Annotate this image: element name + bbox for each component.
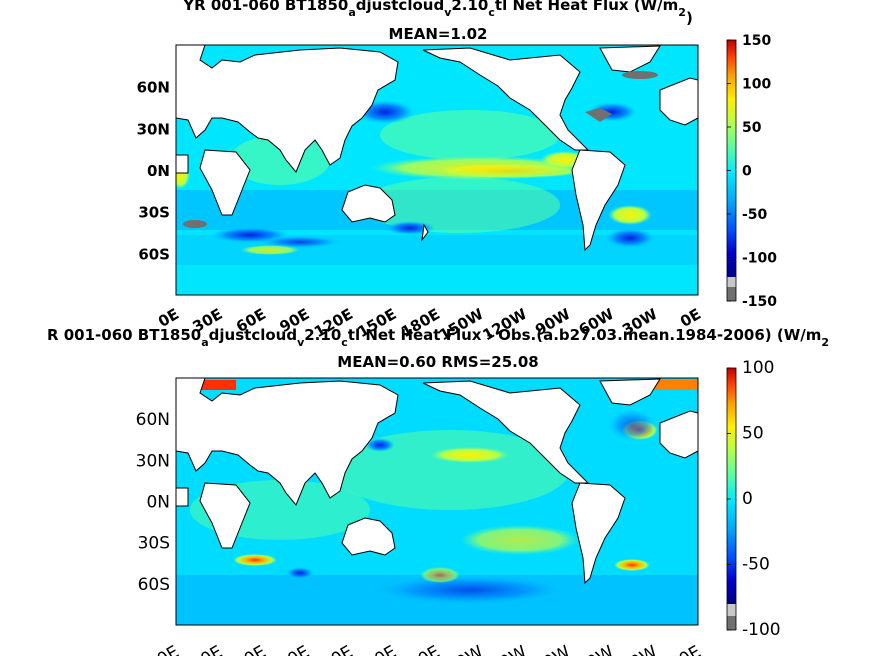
colorbar-tick-label: -50 [742,555,770,575]
title-part: 2.10 [451,0,488,14]
title-part: v [297,336,305,349]
panel-1-title: YR 001-060 BT1850adjustcloudv2.10ctl Net… [182,0,693,27]
x-tick-label: 120E [309,642,356,656]
x-tick-label: 180E [396,642,443,656]
y-tick-label: 30S [138,204,170,222]
y-tick-label: 0N [147,162,170,180]
x-tick-label: 60E [231,642,269,656]
panel-2-colorbar: 100 50 0 -50 -100 [726,358,781,640]
colorbar-tick-label: 0 [742,164,752,180]
title-part: djustcloud [356,0,444,14]
title-part: ) [686,9,693,27]
x-tick-label: 90W [531,642,574,656]
colorbar-tick-label: 100 [742,358,774,378]
x-tick-label: 150E [353,642,400,656]
colorbar-tick-label: 50 [742,120,762,136]
x-tick-label: 30E [188,642,226,656]
y-tick-label: 0N [146,493,170,513]
y-tick-label: 30N [136,451,170,471]
panel-1-map [176,45,698,295]
x-tick-label: 90E [275,642,313,656]
x-tick-label: 150W [434,642,487,656]
title-part: djustcloud [209,326,297,344]
panel-2: R 001-060 BT1850adjustcloudv2.10ctl Net … [47,326,829,656]
colorbar-tick-label: -50 [742,207,768,223]
title-part: a [348,6,355,19]
y-tick-label: 30S [138,534,170,554]
x-tick-label: 30W [618,642,661,656]
colorbar-tick-label: 150 [742,33,771,49]
panel-1-subtitle: MEAN=1.02 [389,25,488,43]
panel-2-map [176,378,698,625]
x-tick-label: 0E [154,642,183,656]
panel-1-y-ticks: 60N 30N 0N 30S 60S [137,79,170,264]
y-tick-label: 60S [138,245,170,263]
y-tick-label: 60N [136,410,170,430]
title-part: c [488,6,495,19]
panel-2-subtitle: MEAN=0.60 RMS=25.08 [337,353,538,371]
colorbar-tick-label: 0 [742,489,753,509]
panel-1-colorbar: 150 100 50 0 -50 -100 -150 [726,33,777,310]
panel-2-land [176,378,698,585]
title-part: c [341,336,348,349]
x-tick-label: 120W [478,642,531,656]
y-tick-label: 60N [137,79,170,97]
title-part: 2 [678,6,686,19]
colorbar-tick-label: 50 [742,424,764,444]
panel-1-land [176,45,698,252]
title-part: tl Net Heat Flux (W/m [495,0,678,14]
title-part: YR 001-060 BT1850 [182,0,348,14]
x-tick-label: 60W [574,642,617,656]
title-part: 2.10 [304,326,341,344]
panel-2-title: R 001-060 BT1850adjustcloudv2.10ctl Net … [47,326,829,349]
x-tick-label: 0E [676,642,705,656]
panel-2-y-ticks: 60N 30N 0N 30S 60S [136,410,170,595]
title-part: a [201,336,208,349]
colorbar-tick-label: -100 [742,620,781,640]
title-part: 2 [821,336,829,349]
title-part: R 001-060 BT1850 [47,326,201,344]
colorbar-tick-label: -100 [742,251,777,267]
panel-2-x-ticks: 0E 30E 60E 90E120E150E180E150W120W90W60W30W… [154,642,705,656]
title-part: v [444,6,452,19]
panel-1: YR 001-060 BT1850adjustcloudv2.10ctl Net… [137,0,778,344]
y-tick-label: 60S [138,575,170,595]
title-part: tl Net Heat Flux - Obs.(a.b27.03.mean.19… [348,326,822,344]
colorbar-tick-label: -150 [742,294,777,310]
colorbar-tick-label: 100 [742,77,771,93]
y-tick-label: 30N [137,120,170,138]
